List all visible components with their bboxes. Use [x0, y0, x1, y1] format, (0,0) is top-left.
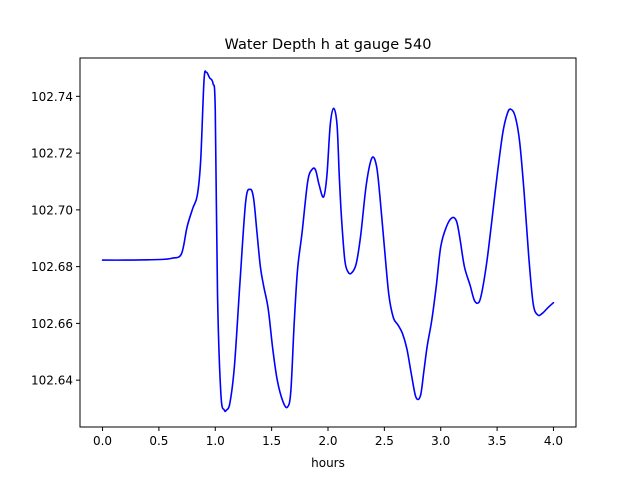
- x-tick-label: 3.5: [488, 434, 507, 448]
- x-axis-label: hours: [311, 456, 345, 470]
- y-tick-label: 102.74: [31, 90, 73, 104]
- y-tick-label: 102.66: [31, 317, 73, 331]
- x-axis: 0.0 0.5 1.0 1.5 2.0 2.5 3.0 3.5 4.0: [93, 427, 563, 448]
- series-layer: [101, 70, 555, 413]
- y-tick-label: 102.70: [31, 203, 73, 217]
- x-tick-label: 2.0: [318, 434, 337, 448]
- y-tick-label: 102.64: [31, 374, 73, 388]
- y-tick-label: 102.68: [31, 260, 73, 274]
- x-tick-label: 2.5: [375, 434, 394, 448]
- x-tick-label: 0.0: [93, 434, 112, 448]
- x-tick-label: 4.0: [544, 434, 563, 448]
- y-tick-label: 102.72: [31, 147, 73, 161]
- series-line: [101, 70, 555, 413]
- x-tick-label: 0.5: [149, 434, 168, 448]
- x-tick-label: 3.0: [431, 434, 450, 448]
- x-tick-label: 1.0: [206, 434, 225, 448]
- x-tick-label: 1.5: [262, 434, 281, 448]
- chart-title: Water Depth h at gauge 540: [225, 37, 432, 53]
- y-axis: 102.64 102.66 102.68 102.70 102.72 102.74: [31, 90, 80, 388]
